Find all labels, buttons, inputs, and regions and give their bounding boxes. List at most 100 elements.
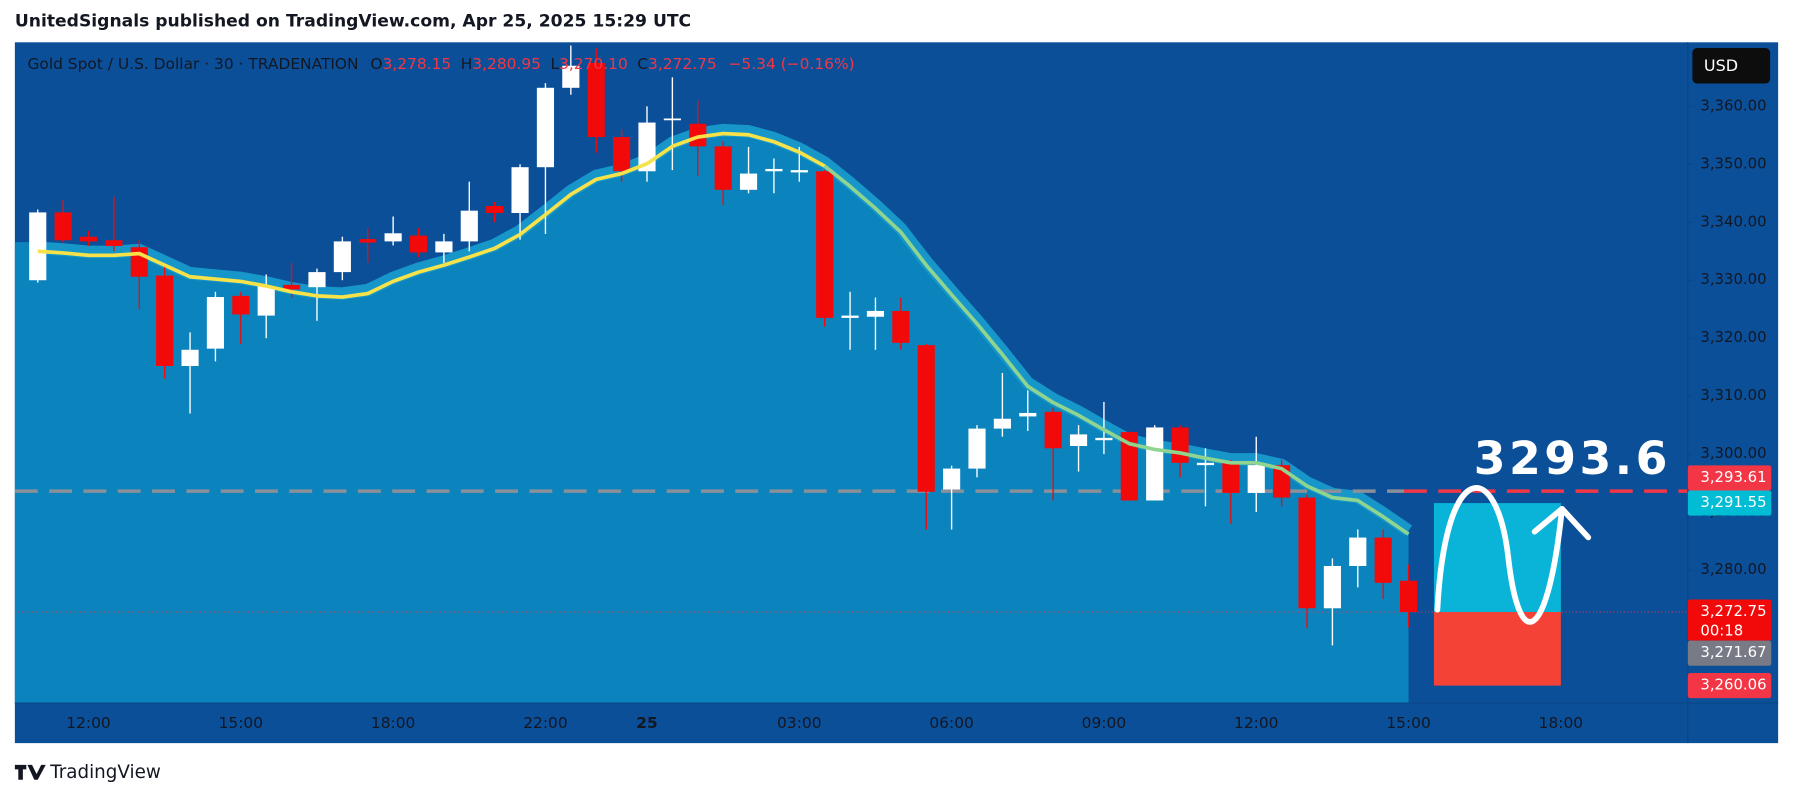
projection-arrowhead xyxy=(1531,505,1592,541)
legend-value: 3,278.15 xyxy=(383,55,452,73)
y-tick-label: 3,320.00 xyxy=(1700,328,1766,346)
candle-body xyxy=(562,65,580,88)
x-tick-label: 15:00 xyxy=(1386,714,1430,732)
candle-body xyxy=(409,235,428,253)
candle-body xyxy=(765,168,783,172)
candle-body xyxy=(587,62,605,138)
legend-value: 3,272.75 xyxy=(648,55,717,73)
candle-body xyxy=(714,146,732,190)
x-tick-label: 09:00 xyxy=(1082,714,1126,732)
legend-value: 3,270.10 xyxy=(559,55,628,73)
candle-body xyxy=(1019,412,1037,417)
candle-body xyxy=(1196,462,1215,466)
projection-annotation: 3293.6 xyxy=(1474,432,1671,485)
candle-body xyxy=(841,315,859,318)
candle-body xyxy=(54,212,72,241)
candle-body xyxy=(689,123,707,147)
y-tick-label: 3,300.00 xyxy=(1700,444,1766,462)
candle-body xyxy=(1247,465,1265,493)
candle-body xyxy=(892,310,910,343)
candle-body xyxy=(308,272,326,288)
y-tick-label: 3,280.00 xyxy=(1700,560,1766,578)
candle-body xyxy=(257,286,275,316)
candle-body xyxy=(384,233,402,242)
candle-body xyxy=(359,239,377,243)
candle-body xyxy=(206,297,225,349)
price-badge xyxy=(1687,490,1772,516)
candle-body xyxy=(917,345,935,492)
candle-body xyxy=(1095,437,1113,441)
x-tick-label: 18:00 xyxy=(371,714,415,732)
candle-body xyxy=(1146,427,1164,501)
candle-body xyxy=(739,173,758,190)
x-tick-label: 15:00 xyxy=(219,714,263,732)
price-badge-label: 3,272.75 xyxy=(1700,602,1766,620)
candle-body xyxy=(1298,497,1316,609)
candle-body xyxy=(1222,462,1240,493)
candle-body xyxy=(790,170,808,173)
legend-symbol: Gold Spot / U.S. Dollar · 30 · TRADENATI… xyxy=(27,55,358,73)
candle-body xyxy=(486,206,504,213)
legend-key: L xyxy=(550,55,559,73)
legend-key: H xyxy=(461,55,473,73)
header: UnitedSignals published on TradingView.c… xyxy=(15,12,691,32)
price-badge-label: 3,291.55 xyxy=(1700,493,1766,511)
candle-body xyxy=(1323,565,1341,609)
y-tick-label: 3,340.00 xyxy=(1700,212,1766,230)
candle-body xyxy=(460,210,478,242)
price-badge xyxy=(1687,640,1772,666)
price-badge-label: 3,260.06 xyxy=(1700,676,1766,694)
currency-button-bg[interactable] xyxy=(1692,48,1771,84)
price-badge-timer: 00:18 xyxy=(1700,621,1743,639)
candle-body xyxy=(1044,411,1062,449)
projection-wave xyxy=(1434,485,1565,625)
candle-body xyxy=(511,167,529,213)
x-tick-label: 22:00 xyxy=(523,714,567,732)
profit-zone xyxy=(1433,503,1561,613)
currency-label[interactable]: USD xyxy=(1704,56,1738,75)
x-tick-label: 12:00 xyxy=(66,714,110,732)
x-tick-label: 12:00 xyxy=(1234,714,1278,732)
candle-body xyxy=(968,428,986,469)
y-tick-label: 3,330.00 xyxy=(1700,270,1766,288)
candle-body xyxy=(613,137,631,172)
ma-area xyxy=(14,124,1409,704)
candle-body xyxy=(79,236,98,242)
legend-value: 3,280.95 xyxy=(472,55,541,73)
y-tick-label: 3,350.00 xyxy=(1700,154,1766,172)
y-tick-label: 3,360.00 xyxy=(1700,96,1766,114)
legend-change: −5.34 (−0.16%) xyxy=(729,55,855,73)
plot-area: 3,280.003,290.003,300.003,310.003,320.00… xyxy=(14,45,1767,732)
price-badge xyxy=(1687,465,1772,491)
candle-body xyxy=(181,349,199,367)
loss-zone xyxy=(1433,612,1561,686)
candle-body xyxy=(536,87,555,168)
price-badge xyxy=(1687,673,1772,699)
candle-body xyxy=(333,241,351,273)
brand-name: TradingView xyxy=(49,762,161,783)
candle-body xyxy=(232,295,250,315)
candle-body xyxy=(1349,537,1367,566)
brand-logo xyxy=(14,764,46,780)
legend: Gold Spot / U.S. Dollar · 30 · TRADENATI… xyxy=(27,55,854,73)
candle-body xyxy=(1171,427,1189,463)
candle-body xyxy=(435,241,453,253)
candle-body xyxy=(156,275,174,367)
legend-key: O xyxy=(370,55,382,73)
currency-button[interactable]: USD xyxy=(1692,48,1771,84)
candle-body xyxy=(816,171,834,318)
x-tick-label: 03:00 xyxy=(777,714,821,732)
candle-body xyxy=(663,118,681,121)
price-badge-label: 3,293.61 xyxy=(1700,468,1766,486)
x-tick-label: 06:00 xyxy=(929,714,973,732)
candle-body xyxy=(1120,432,1138,501)
candle-body xyxy=(1069,434,1088,446)
candle-body xyxy=(993,418,1011,429)
x-tick-label: 18:00 xyxy=(1539,714,1583,732)
candle-body xyxy=(866,310,885,317)
y-tick-label: 3,310.00 xyxy=(1700,386,1766,404)
candle-body xyxy=(105,240,123,247)
candle-body xyxy=(29,212,47,281)
ma-line xyxy=(37,131,826,299)
